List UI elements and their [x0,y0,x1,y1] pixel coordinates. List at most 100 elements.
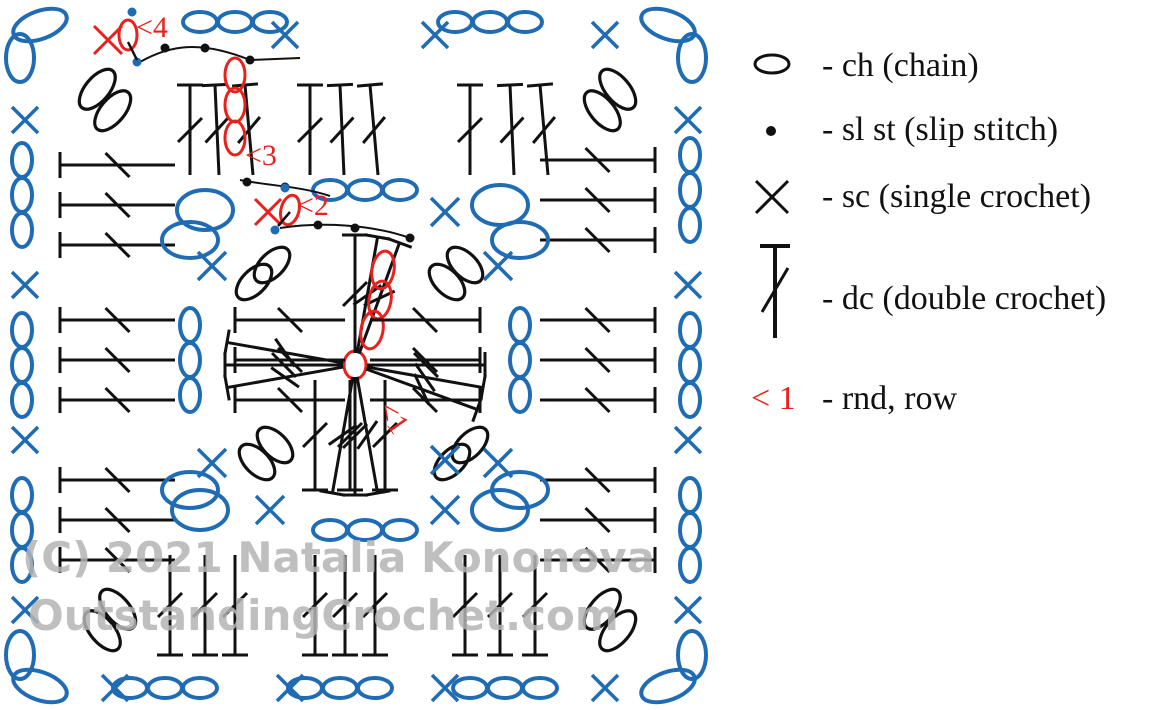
round-label-4: <4 [136,11,168,44]
slip-stitch [313,220,323,230]
double-crochet-stitch [411,346,439,374]
double-crochet-stitch [204,116,230,144]
double-crochet-stitch [584,466,611,494]
chain-stitch [10,346,34,384]
chain-stitch [10,211,34,249]
double-crochet-stitch [411,386,439,414]
chain-stitch [506,10,544,34]
chain-stitch [508,376,532,414]
double-crochet-stitch [191,591,219,619]
chain-stitch [234,262,274,302]
single-crochet-stitch [254,494,286,526]
double-crochet-stitch [276,386,304,414]
chain-stitch [346,178,384,202]
chain-stitch [381,178,419,202]
chain-stitch [82,609,122,653]
double-crochet-stitch [361,591,389,619]
double-crochet-stitch [341,280,369,308]
chain-stitch [77,67,117,111]
chain-stitch [471,10,509,34]
single-crochet-stitch [92,24,124,56]
chain-stitch [10,381,34,419]
legend-slip-stitch-icon [766,126,776,136]
double-crochet-stitch [201,82,229,88]
legend-chain-label: - ch (chain) [822,47,979,84]
chain-stitch [639,6,697,44]
chain-stitch [676,629,708,681]
chain-stitch [508,341,532,379]
legend-round-label: - rnd, row [822,380,957,417]
round-label-1: <1 [370,395,415,440]
chain-stitch [678,511,702,549]
legend-slip-stitch-label: - sl st (slip stitch) [822,111,1058,148]
double-crochet-stitch [104,466,131,494]
round-label-3: <3 [245,139,277,172]
double-crochet-stitch [584,186,611,214]
chain-stitch [676,32,708,84]
double-crochet-stitch [386,236,413,249]
slip-stitch [132,57,142,67]
double-crochet-stitch [331,591,359,619]
chain-stitch [356,676,394,700]
chain-stitch [678,346,702,384]
double-crochet-stitch [451,591,479,619]
single-crochet-stitch [429,494,461,526]
double-crochet-stitch [301,591,329,619]
double-crochet-stitch [364,233,391,241]
chain-stitch [98,587,138,631]
single-crochet-stitch [10,270,40,300]
watermark-copyright: (C) 2021 Natalia Kononova [22,533,655,582]
slip-stitch [160,43,170,53]
slip-stitch [270,225,280,235]
double-crochet-stitch [412,351,440,379]
double-crochet-stitch [296,116,324,144]
double-crochet-stitch [270,366,300,389]
double-crochet-stitch [319,489,346,497]
direction-arrow [277,211,291,227]
chain-stitch [678,311,702,349]
watermark: (C) 2021 Natalia Kononova OutstandingCro… [22,533,655,640]
chain-stitch [598,609,638,653]
chain-stitch [582,587,622,631]
double-crochet-stitch [584,306,611,334]
chain-stitch [678,546,702,584]
double-crochet-stitch [301,421,329,449]
chain-stitch [178,341,202,379]
chain-stitch [237,442,277,482]
single-crochet-stitch [482,250,514,282]
single-crochet-stitch [275,673,305,703]
slip-stitch [405,233,415,243]
slip-stitch [127,7,137,17]
join-thread [279,223,411,239]
double-crochet-stitch [104,546,131,574]
chain-stitch [117,18,139,52]
chain-stitch [278,193,302,227]
double-crochet-stitch [364,489,391,497]
chain-stitch [490,470,550,510]
double-crochet-stitch [496,82,524,88]
double-crochet-stitch [531,116,557,144]
double-crochet-stitch [499,116,525,144]
chain-stitch [170,488,230,532]
single-crochet-stitch [673,105,703,135]
slip-stitch [200,43,210,53]
slip-stitch [280,183,290,193]
chain-stitch [160,220,220,260]
double-crochet-stitch [356,420,379,450]
double-crochet-stitch [221,591,249,619]
slip-stitch [350,223,360,233]
single-crochet-stitch [482,447,514,479]
double-crochet-stitch [584,146,611,174]
double-crochet-stitch [223,374,231,401]
round-label-2: <2 [297,189,329,222]
single-crochet-stitch [270,20,300,50]
chain-stitch [216,10,254,34]
chain-stitch [381,518,419,542]
double-crochet-stitch [361,116,387,144]
chain-stitch [678,381,702,419]
chain-stitch [181,676,219,700]
double-crochet-stitch [176,116,204,144]
chain-stitch [678,206,702,244]
single-crochet-stitch [429,444,461,476]
